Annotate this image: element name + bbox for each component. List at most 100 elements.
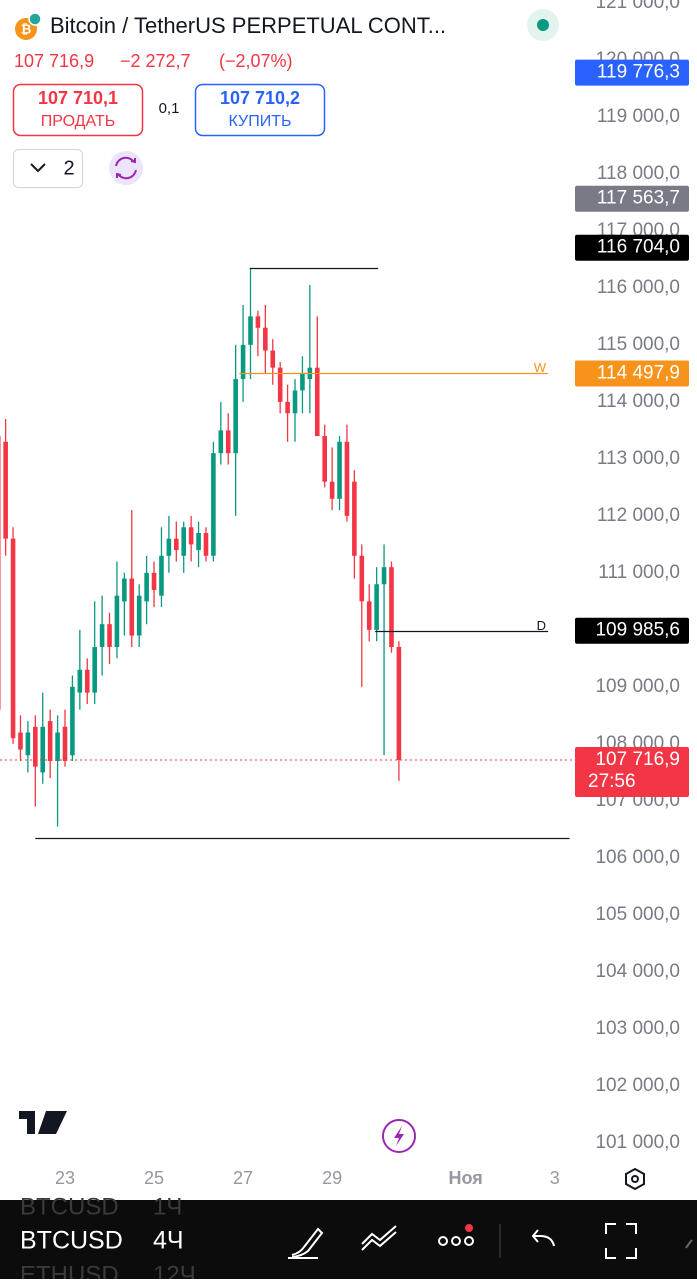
symbol[interactable]: BTCUSD xyxy=(20,1227,123,1255)
price-label: 116 704,0 xyxy=(597,237,680,258)
candle-body xyxy=(270,350,276,368)
interval[interactable]: 4Ч xyxy=(153,1227,184,1255)
candle-body xyxy=(0,436,1,710)
y-tick-label: 106 000,0 xyxy=(595,847,680,868)
undo-button[interactable] xyxy=(531,1229,555,1247)
candle-body xyxy=(218,430,224,454)
price-label-box xyxy=(575,617,689,644)
market-status-dot xyxy=(537,19,549,31)
sell-button[interactable] xyxy=(12,83,144,137)
candle-body xyxy=(55,732,60,761)
y-tick-label: 101 000,0 xyxy=(595,1132,680,1153)
candle-body xyxy=(233,379,238,454)
y-tick-label: 104 000,0 xyxy=(595,961,680,982)
settings-dot xyxy=(631,1175,639,1183)
candle-body xyxy=(211,453,216,556)
chevron xyxy=(30,163,46,173)
price-label: 119 776,3 xyxy=(597,62,680,83)
price-label-box xyxy=(575,185,689,212)
candle-body xyxy=(77,669,83,693)
x-tick-label: 23 xyxy=(55,1168,75,1188)
layout-count: 2 xyxy=(63,157,74,179)
symbol-title[interactable]: Bitcoin / TetherUS PERPETUAL CONT... xyxy=(50,13,446,38)
sync-icon xyxy=(115,156,137,180)
candle-body xyxy=(240,344,246,380)
x-tick-label: Ноя xyxy=(449,1168,483,1188)
candle-body xyxy=(255,316,261,328)
candle-body xyxy=(329,481,335,499)
candle-body xyxy=(107,624,112,647)
indicators-tool[interactable] xyxy=(361,1225,397,1251)
candle-body xyxy=(18,732,23,750)
candle-body xyxy=(159,555,164,596)
candle-body xyxy=(314,367,320,437)
candle-body xyxy=(248,316,253,345)
price-label-box xyxy=(575,59,689,86)
sell-price: 107 710,1 xyxy=(38,88,118,108)
buy-button[interactable] xyxy=(194,83,326,137)
x-tick-label: 27 xyxy=(233,1168,253,1188)
price-change: −2 272,7 xyxy=(120,51,191,71)
candle-body xyxy=(322,436,327,482)
y-tick-label: 115 000,0 xyxy=(597,334,680,355)
candle-body xyxy=(188,527,194,545)
spread: 0,1 xyxy=(159,100,180,117)
candle-body xyxy=(381,567,387,585)
candle-body xyxy=(10,538,16,739)
candle-body xyxy=(92,646,97,693)
price-label: 114 497,9 xyxy=(597,363,680,384)
price-label-box xyxy=(575,747,689,798)
price-label-box xyxy=(575,234,689,261)
candle-body xyxy=(62,726,68,761)
candle-body xyxy=(136,595,142,636)
candle-body xyxy=(40,726,46,773)
candle-body xyxy=(70,686,75,756)
coin-glyph: ₿ xyxy=(21,21,32,36)
symbol-prev[interactable]: BTCUSD xyxy=(20,1193,119,1220)
countdown: 27:56 xyxy=(588,771,636,792)
candle-body xyxy=(129,578,135,636)
candle-body xyxy=(47,721,53,761)
candle-body xyxy=(263,327,268,351)
x-tick-label: 3 xyxy=(550,1168,560,1188)
symbol-next[interactable]: ETHUSD xyxy=(20,1261,119,1284)
y-tick-label: 113 000,0 xyxy=(597,448,680,469)
candle-body xyxy=(374,584,379,630)
y-tick-label: 116 000,0 xyxy=(597,277,680,298)
layout-toggle[interactable] xyxy=(13,149,83,188)
candle-body xyxy=(359,555,365,602)
sync-button[interactable] xyxy=(109,151,143,185)
candle-body xyxy=(225,430,231,454)
price-change-pct: (−2,07%) xyxy=(219,51,293,71)
more-tool[interactable] xyxy=(438,1224,474,1246)
fullscreen-button[interactable] xyxy=(605,1223,637,1259)
candle-body xyxy=(144,572,149,602)
plot: WD xyxy=(0,267,575,840)
price-axis: 101 000,0 102 000,0 103 000,0 104 000,0 105 … xyxy=(575,0,689,1153)
candle-body xyxy=(337,441,342,499)
interval-prev[interactable]: 1Ч xyxy=(153,1193,182,1220)
y-tick-label: 121 000,0 xyxy=(595,0,680,13)
y-tick-label: 102 000,0 xyxy=(595,1075,680,1096)
draw-tool[interactable] xyxy=(288,1227,324,1259)
settings-button[interactable] xyxy=(625,1167,645,1191)
price-label: 117 563,7 xyxy=(597,188,680,209)
candle-body xyxy=(151,572,157,590)
header: ₿ Bitcoin / TetherUS PERPETUAL CONT... 1… xyxy=(12,9,559,188)
candle-body xyxy=(285,401,290,414)
candle-body xyxy=(3,441,8,539)
y-tick-label: 114 000,0 xyxy=(597,391,680,412)
price-label: 109 985,6 xyxy=(595,620,680,641)
tether-icon xyxy=(28,12,42,26)
interval-next[interactable]: 12Ч xyxy=(153,1261,196,1284)
tv-logo xyxy=(19,1111,67,1134)
y-tick-label: 111 000,0 xyxy=(598,562,680,583)
y-tick-label: 105 000,0 xyxy=(595,904,680,925)
candle-body xyxy=(389,567,394,647)
line-label: D xyxy=(537,618,546,633)
candle-body xyxy=(344,441,350,516)
edge-handle xyxy=(685,1239,693,1249)
time-axis: 23 25 27 29 Ноя 3 xyxy=(55,1168,560,1188)
x-tick-label: 29 xyxy=(322,1168,342,1188)
bottom-bar xyxy=(0,1200,697,1279)
